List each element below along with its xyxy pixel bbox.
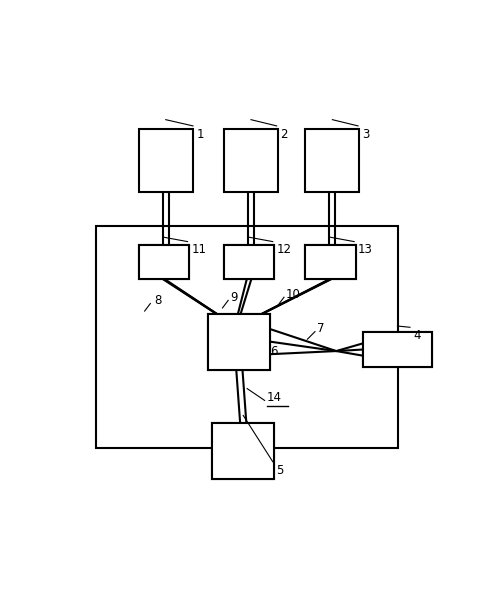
Bar [305, 129, 359, 191]
Bar [305, 245, 355, 279]
Text: 3: 3 [361, 128, 368, 141]
Text: 4: 4 [413, 329, 420, 342]
Bar [305, 245, 355, 279]
Text: 1: 1 [196, 128, 204, 141]
Bar [363, 332, 431, 367]
Bar [208, 313, 270, 370]
Text: 6: 6 [270, 345, 277, 358]
Bar [212, 423, 274, 479]
Bar [138, 245, 189, 279]
Text: 9: 9 [230, 291, 237, 304]
Bar [224, 245, 274, 279]
Bar [363, 332, 431, 367]
Bar [138, 129, 192, 191]
Bar [96, 226, 397, 448]
Bar [212, 423, 274, 479]
Bar [224, 245, 274, 279]
Text: 11: 11 [191, 244, 206, 256]
Text: 10: 10 [285, 288, 300, 301]
Text: 12: 12 [276, 244, 291, 256]
Bar [224, 129, 278, 191]
Text: 8: 8 [154, 295, 161, 307]
Text: 13: 13 [357, 244, 372, 256]
Bar [138, 245, 189, 279]
Text: 7: 7 [316, 322, 324, 336]
Text: 14: 14 [266, 391, 281, 404]
Bar [208, 313, 270, 370]
Text: 2: 2 [280, 128, 287, 141]
Text: 5: 5 [276, 464, 284, 477]
